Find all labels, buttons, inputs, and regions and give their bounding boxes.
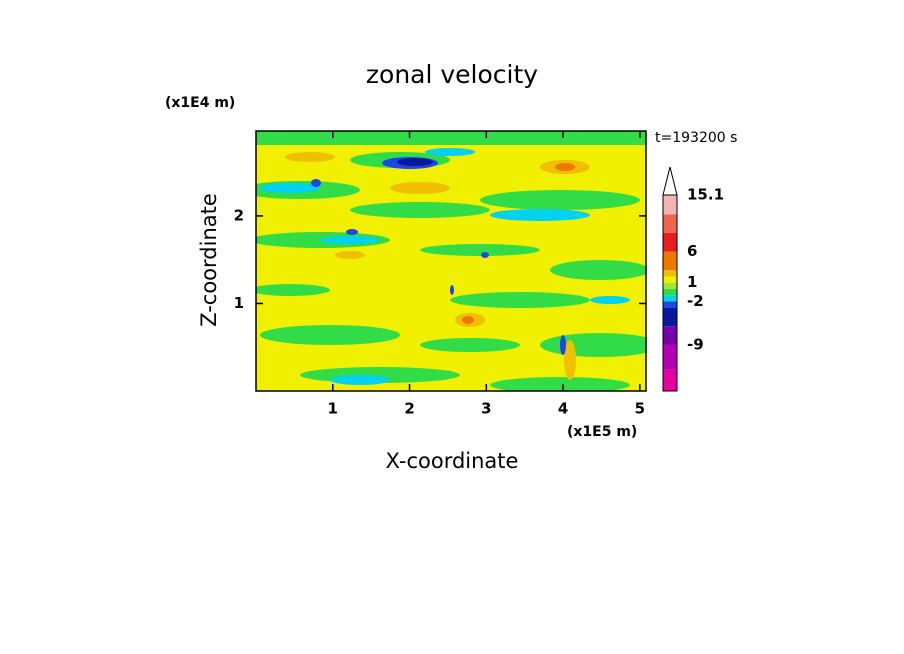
y-tick-label: 1 <box>234 294 244 312</box>
colorbar-label: -2 <box>687 292 704 310</box>
y-tick-label: 2 <box>234 206 244 224</box>
colorbar-label: 1 <box>687 273 697 291</box>
contour-field <box>256 131 646 391</box>
x-tick-label: 4 <box>558 400 568 418</box>
colorbar-box <box>663 295 677 302</box>
colorbar-box <box>663 369 677 391</box>
colorbar-box <box>663 195 677 215</box>
colorbar-box <box>663 276 677 283</box>
time-label: t=193200 s <box>655 130 737 146</box>
y-axis-label: Z-coordinate <box>197 193 221 327</box>
chart-title: zonal velocity <box>366 60 538 89</box>
colorbar-box <box>663 232 677 252</box>
colorbar-box <box>663 307 677 327</box>
colorbar-box <box>663 326 677 345</box>
colorbar-box <box>663 301 677 308</box>
y-unit: (x1E4 m) <box>165 95 235 111</box>
colorbar-triangle <box>662 166 678 196</box>
colorbar-box <box>663 282 677 289</box>
x-tick-label: 5 <box>635 400 645 418</box>
colorbar-label: -9 <box>687 335 704 353</box>
colorbar-frame <box>662 194 678 392</box>
x-tick-label: 2 <box>404 400 414 418</box>
colorbar-box <box>663 270 677 277</box>
colorbar-label: 6 <box>687 242 697 260</box>
colorbar-box <box>663 288 677 296</box>
x-unit: (x1E5 m) <box>567 424 637 440</box>
x-tick-label: 3 <box>481 400 491 418</box>
plot-frame <box>255 130 647 392</box>
x-axis-label: X-coordinate <box>386 449 519 473</box>
colorbar-box <box>663 251 677 271</box>
colorbar-box <box>663 214 677 233</box>
colorbar-label: 15.1 <box>687 186 724 204</box>
colorbar-box <box>663 344 677 370</box>
x-tick-label: 1 <box>328 400 338 418</box>
